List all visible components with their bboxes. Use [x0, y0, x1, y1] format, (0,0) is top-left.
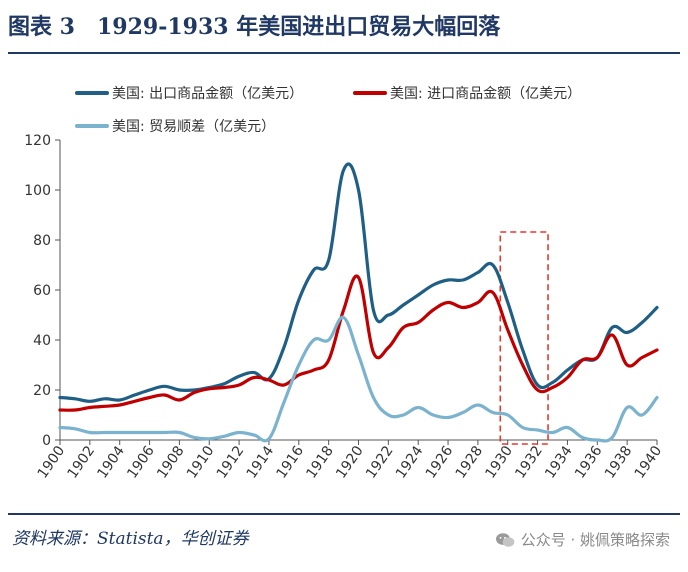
x-tick-label: 1940	[632, 443, 666, 481]
legend-label-balance: 美国: 贸易顺差（亿美元）	[112, 119, 275, 135]
x-tick-label: 1934	[542, 443, 576, 481]
y-tick-label: 40	[33, 333, 51, 349]
line-chart: 美国: 出口商品金额（亿美元） 美国: 进口商品金额（亿美元） 美国: 贸易顺差…	[24, 86, 666, 481]
crisis-highlight-box	[499, 231, 549, 445]
source-note: 资料来源：Statista，华创证券	[12, 529, 249, 549]
x-tick-label: 1904	[94, 443, 128, 481]
imports-line	[58, 274, 659, 412]
watermark: 公众号 · 姚佩策略探索	[495, 529, 670, 550]
x-tick-label: 1920	[333, 443, 367, 481]
x-tick-label: 1916	[274, 443, 308, 481]
exports-line	[58, 162, 659, 403]
x-tick-label: 1930	[482, 443, 516, 481]
y-tick-label: 20	[33, 383, 51, 399]
x-tick-label: 1938	[602, 443, 636, 481]
wechat-icon	[495, 532, 514, 547]
footer-divider	[8, 513, 680, 515]
x-tick-label: 1908	[154, 443, 188, 481]
chart-legend: 美国: 出口商品金额（亿美元） 美国: 进口商品金额（亿美元） 美国: 贸易顺差…	[75, 86, 581, 135]
x-tick-label: 1900	[35, 443, 69, 481]
x-tick-label: 1912	[214, 443, 248, 481]
y-tick-label: 60	[33, 283, 51, 299]
x-tick-label: 1902	[65, 443, 99, 481]
page-title: 图表 3 1929-1933 年美国进出口贸易大幅回落	[8, 14, 501, 40]
legend-label-exports: 美国: 出口商品金额（亿美元）	[112, 86, 303, 102]
x-tick-label: 1932	[512, 443, 546, 481]
highlight-box	[499, 231, 549, 445]
watermark-text: 公众号 · 姚佩策略探索	[520, 531, 670, 549]
y-tick-label: 120	[24, 133, 51, 149]
y-tick-label: 100	[24, 183, 51, 199]
x-tick-label: 1936	[572, 443, 606, 481]
x-tick-label: 1914	[244, 443, 278, 481]
y-tick-label: 0	[42, 433, 51, 449]
chart-series	[58, 162, 659, 443]
legend-label-imports: 美国: 进口商品金额（亿美元）	[390, 86, 581, 102]
x-tick-label: 1924	[393, 443, 427, 481]
x-tick-label: 1906	[124, 443, 158, 481]
title-divider	[8, 52, 680, 54]
x-tick-label: 1918	[303, 443, 337, 481]
y-tick-label: 80	[33, 233, 51, 249]
balance-line	[58, 315, 659, 443]
x-tick-label: 1922	[363, 443, 397, 481]
x-tick-label: 1910	[184, 443, 218, 481]
x-tick-label: 1926	[423, 443, 457, 481]
x-tick-label: 1928	[453, 443, 487, 481]
